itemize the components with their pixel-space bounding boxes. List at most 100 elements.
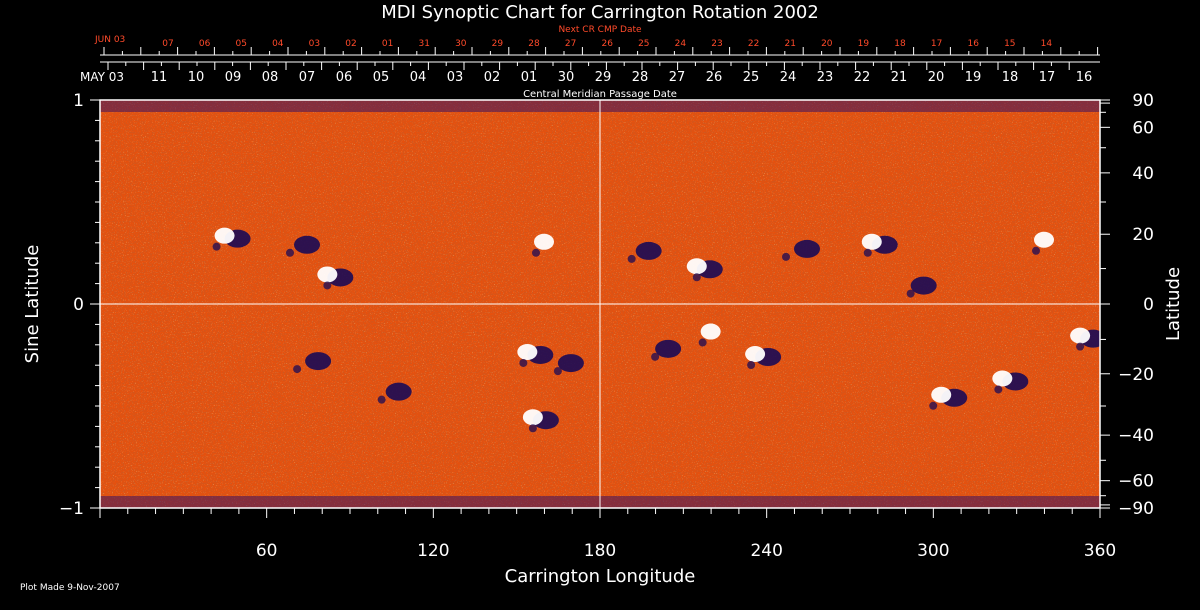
cmp-date-label: 03	[447, 70, 464, 85]
red-date-label: 29	[492, 39, 504, 49]
right-axis: 90 60 40 20 0 −20 −40 −60 −90	[1100, 91, 1154, 519]
red-axis-label: Next CR CMP Date	[558, 25, 642, 35]
left-tick-label: 1	[73, 91, 84, 111]
cmp-date-label: 16	[1076, 70, 1093, 85]
left-tick-label: 0	[73, 295, 84, 315]
active-region	[317, 266, 354, 290]
active-region	[627, 241, 662, 263]
cmp-date-label: 25	[743, 70, 760, 85]
cmp-date-label: 27	[669, 70, 686, 85]
active-region	[861, 233, 898, 257]
cmp-axis-label: Central Meridian Passage Date	[523, 89, 677, 100]
red-date-label: 27	[565, 39, 576, 49]
plot-made-note: Plot Made 9-Nov-2007	[20, 583, 120, 593]
active-region	[698, 323, 721, 347]
top-date-axes: 07 06 05 04 03 02 01 31 30 29 28 27 26 25 24 23 22 21 20 19…	[100, 39, 1100, 85]
active-region	[286, 235, 320, 257]
red-date-label: 05	[235, 39, 246, 49]
red-date-label: 06	[199, 39, 211, 49]
white-month-label: MAY 03	[80, 70, 124, 84]
red-date-label: 14	[1041, 39, 1053, 49]
red-date-label: 03	[309, 39, 320, 49]
right-tick-label: −90	[1118, 499, 1154, 519]
active-region	[1032, 231, 1054, 255]
red-date-label: 02	[345, 39, 356, 49]
red-date-label: 15	[1004, 39, 1015, 49]
left-tick-label: −1	[59, 499, 84, 519]
right-tick-label: 20	[1132, 225, 1154, 245]
cmp-date-label: 02	[484, 70, 501, 85]
cmp-date-label: 09	[225, 70, 242, 85]
x-axis: 60 120 180 240 300 360	[99, 508, 1116, 561]
red-date-label: 18	[894, 39, 906, 49]
left-axis: 1 0 −1	[59, 91, 100, 519]
active-region	[745, 346, 782, 369]
cmp-date-label: 11	[151, 70, 168, 85]
x-tick-label: 360	[1084, 541, 1116, 561]
right-tick-label: 90	[1132, 91, 1154, 111]
cmp-date-label: 18	[1002, 70, 1019, 85]
right-tick-label: −40	[1118, 426, 1154, 446]
red-date-label: 19	[858, 39, 870, 49]
cmp-date-label: 28	[632, 70, 649, 85]
red-date-label: 26	[601, 39, 613, 49]
cmp-date-label: 24	[780, 70, 797, 85]
active-region	[517, 343, 554, 367]
x-tick-label: 60	[256, 541, 278, 561]
cmp-date-label: 01	[521, 70, 538, 85]
x-tick-label: 120	[417, 541, 449, 561]
active-region	[293, 352, 332, 374]
x-tick-label: 180	[584, 541, 616, 561]
right-tick-label: 60	[1132, 118, 1154, 138]
cmp-date-label: 23	[817, 70, 834, 85]
cmp-date-label: 30	[558, 70, 575, 85]
active-region	[532, 233, 554, 257]
right-tick-label: 40	[1132, 164, 1154, 184]
red-date-label: 17	[931, 39, 942, 49]
cmp-date-label: 19	[965, 70, 982, 85]
magnetogram-field	[100, 100, 1100, 508]
chart-title: MDI Synoptic Chart for Carrington Rotati…	[381, 2, 819, 23]
cmp-date-label: 20	[928, 70, 945, 85]
red-date-label: 28	[528, 39, 540, 49]
cmp-date-label: 05	[373, 70, 390, 85]
red-date-label: 07	[162, 39, 173, 49]
x-axis-title: Carrington Longitude	[505, 566, 696, 587]
y-axis-title-left: Sine Latitude	[22, 245, 43, 364]
cmp-date-label: 07	[299, 70, 316, 85]
active-region	[377, 382, 412, 404]
red-date-label: 31	[418, 39, 429, 49]
cmp-date-label: 21	[891, 70, 908, 85]
x-tick-label: 300	[917, 541, 949, 561]
active-regions	[212, 227, 1100, 433]
red-date-label: 04	[272, 39, 284, 49]
active-region	[212, 227, 251, 251]
right-tick-label: −60	[1118, 472, 1154, 492]
cmp-date-label: 22	[854, 70, 871, 85]
active-region	[906, 276, 937, 298]
cmp-date-label: 10	[188, 70, 205, 85]
red-date-label: 22	[748, 39, 759, 49]
active-region	[522, 409, 559, 433]
right-tick-label: −20	[1118, 365, 1154, 385]
cmp-date-label: 29	[595, 70, 612, 85]
y-axis-title-right: Latitude	[1163, 267, 1184, 341]
red-date-label: 21	[784, 39, 795, 49]
active-region	[651, 339, 682, 361]
red-date-label: 20	[821, 39, 833, 49]
red-date-label: 16	[967, 39, 979, 49]
active-region	[686, 258, 723, 282]
active-region	[782, 239, 820, 261]
red-month-label: JUN 03	[94, 35, 125, 45]
cmp-date-label: 08	[262, 70, 279, 85]
red-date-label: 01	[382, 39, 393, 49]
red-date-label: 30	[455, 39, 467, 49]
red-date-label: 23	[711, 39, 722, 49]
x-tick-label: 240	[750, 541, 782, 561]
active-region	[929, 386, 968, 410]
red-date-label: 25	[638, 39, 649, 49]
cmp-date-label: 06	[336, 70, 353, 85]
cmp-date-label: 17	[1039, 70, 1056, 85]
cmp-date-label: 04	[410, 70, 427, 85]
